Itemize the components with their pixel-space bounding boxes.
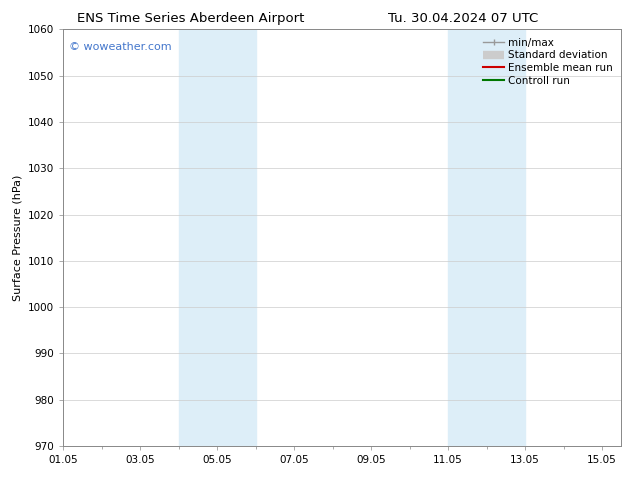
Text: © woweather.com: © woweather.com [69,42,172,52]
Text: ENS Time Series Aberdeen Airport: ENS Time Series Aberdeen Airport [77,12,304,25]
Bar [179,29,256,446]
Legend: min/max, Standard deviation, Ensemble mean run, Controll run: min/max, Standard deviation, Ensemble me… [480,35,616,89]
Bar [448,29,525,446]
Y-axis label: Surface Pressure (hPa): Surface Pressure (hPa) [13,174,23,301]
Text: Tu. 30.04.2024 07 UTC: Tu. 30.04.2024 07 UTC [388,12,538,25]
